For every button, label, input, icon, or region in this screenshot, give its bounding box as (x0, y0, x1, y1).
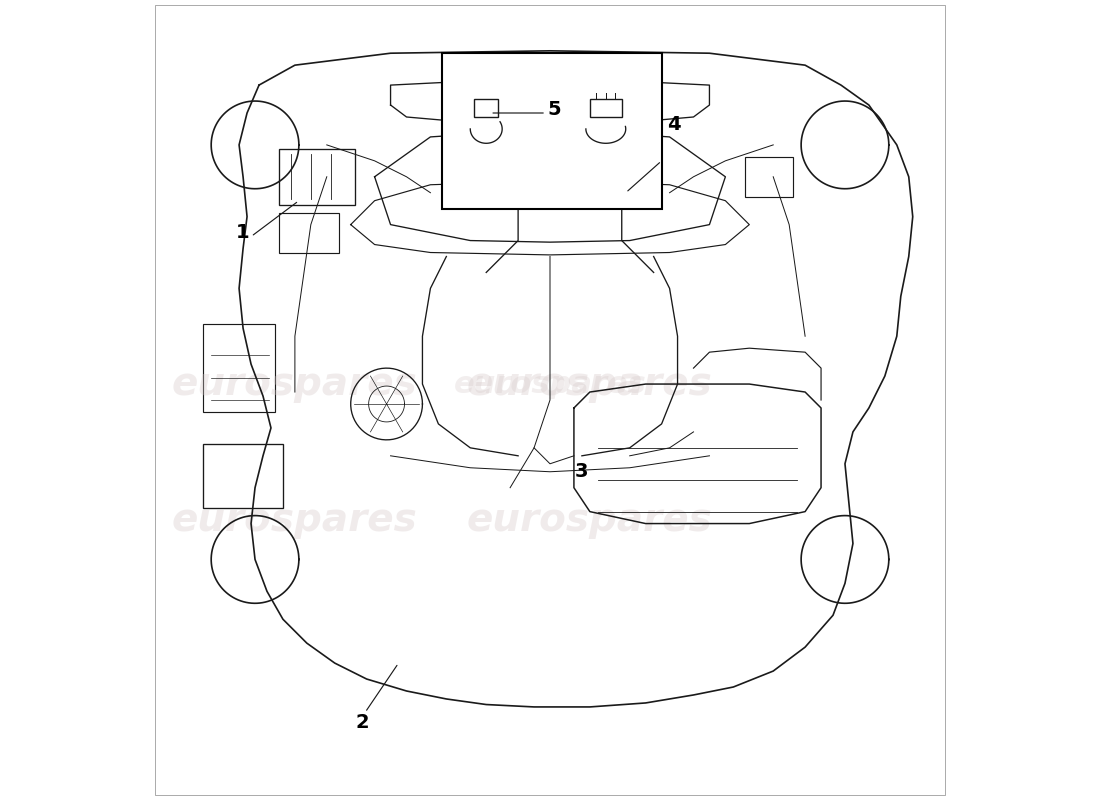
Text: eurospares: eurospares (172, 501, 418, 538)
FancyBboxPatch shape (279, 213, 339, 253)
Text: eurospares: eurospares (468, 501, 713, 538)
FancyBboxPatch shape (746, 157, 793, 197)
Bar (474, 99, 498, 117)
Text: eurospares: eurospares (172, 365, 418, 403)
Text: eurospares: eurospares (453, 370, 647, 398)
Bar (590, 99, 621, 117)
FancyBboxPatch shape (204, 324, 275, 412)
FancyBboxPatch shape (204, 444, 283, 508)
Bar (442, 54, 661, 209)
FancyBboxPatch shape (279, 149, 354, 205)
Text: 4: 4 (667, 115, 681, 134)
Text: 3: 3 (575, 462, 589, 482)
Text: 2: 2 (355, 714, 370, 732)
Text: eurospares: eurospares (468, 365, 713, 403)
Text: 5: 5 (547, 99, 561, 118)
Text: 1: 1 (236, 223, 250, 242)
